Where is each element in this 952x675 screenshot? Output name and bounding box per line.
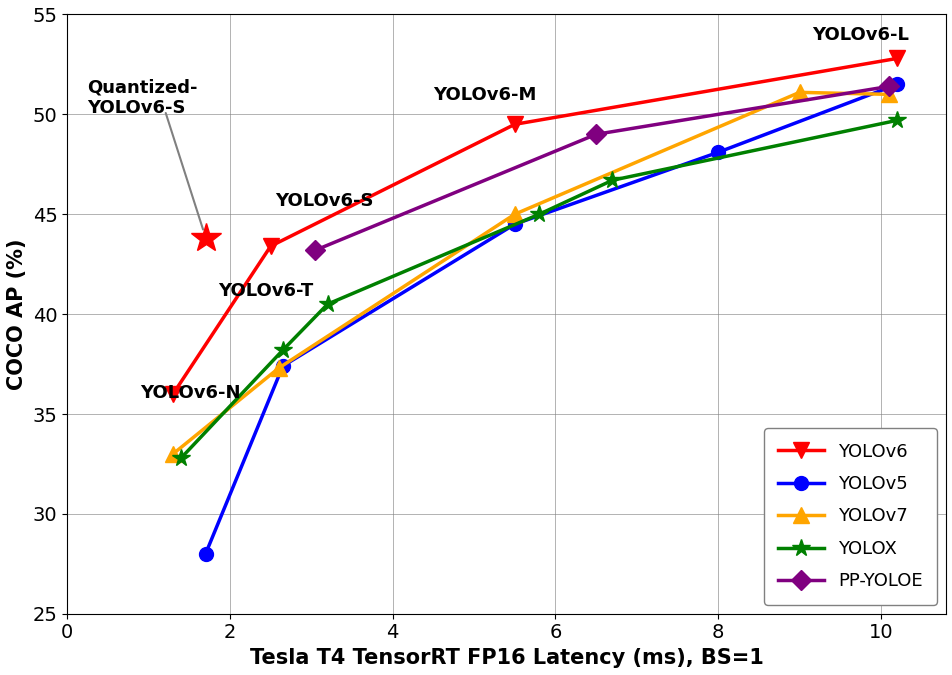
YOLOv5	[890, 80, 902, 88]
Text: Quantized-
YOLOv6-S: Quantized- YOLOv6-S	[88, 78, 198, 117]
YOLOX	[533, 210, 545, 218]
YOLOv7	[168, 450, 179, 458]
PP-YOLOE	[309, 246, 321, 254]
YOLOv7	[793, 88, 804, 97]
YOLOv6	[890, 55, 902, 63]
Line: PP-YOLOE: PP-YOLOE	[308, 80, 895, 257]
Text: YOLOv6-N: YOLOv6-N	[140, 384, 241, 402]
YOLOv6	[508, 120, 520, 128]
Text: YOLOv6-S: YOLOv6-S	[274, 192, 373, 210]
Line: YOLOX: YOLOX	[172, 111, 905, 467]
YOLOX	[606, 176, 618, 184]
YOLOv7	[883, 90, 894, 99]
Text: YOLOv6-T: YOLOv6-T	[218, 282, 312, 300]
YOLOX	[890, 116, 902, 124]
YOLOX	[322, 300, 333, 308]
YOLOv5	[200, 550, 211, 558]
YOLOv5	[508, 220, 520, 228]
YOLOX	[277, 346, 288, 354]
Text: YOLOv6-M: YOLOv6-M	[433, 86, 536, 105]
Text: YOLOv6-L: YOLOv6-L	[811, 26, 907, 45]
PP-YOLOE	[883, 82, 894, 90]
YOLOX	[175, 454, 187, 462]
Line: YOLOv5: YOLOv5	[198, 78, 903, 561]
YOLOv7	[273, 364, 285, 372]
YOLOv6	[168, 390, 179, 398]
YOLOv5	[712, 148, 724, 157]
Line: YOLOv7: YOLOv7	[166, 85, 896, 462]
YOLOv6	[265, 242, 276, 250]
PP-YOLOE	[590, 130, 602, 138]
Legend: YOLOv6, YOLOv5, YOLOv7, YOLOX, PP-YOLOE: YOLOv6, YOLOv5, YOLOv7, YOLOX, PP-YOLOE	[764, 428, 936, 605]
YOLOv7	[508, 210, 520, 218]
YOLOv5	[277, 362, 288, 370]
Line: YOLOv6: YOLOv6	[166, 51, 903, 402]
X-axis label: Tesla T4 TensorRT FP16 Latency (ms), BS=1: Tesla T4 TensorRT FP16 Latency (ms), BS=…	[249, 648, 763, 668]
Y-axis label: COCO AP (%): COCO AP (%)	[7, 238, 27, 390]
